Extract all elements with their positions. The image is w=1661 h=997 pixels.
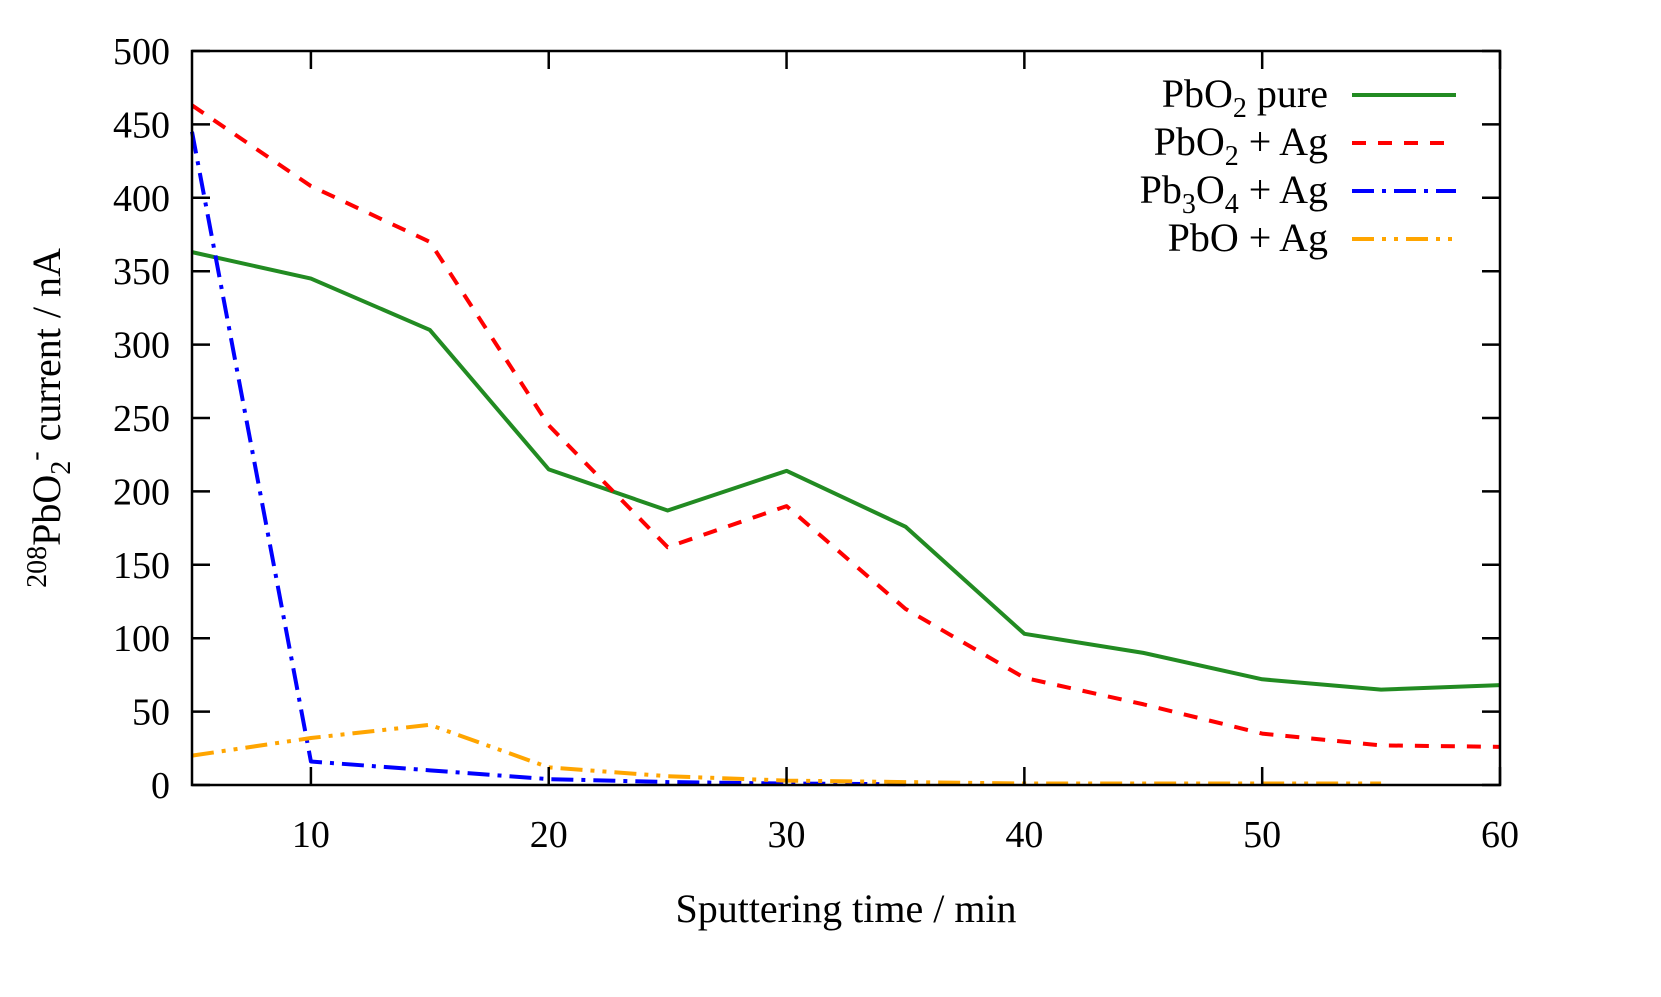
legend-label-pbo2-ag: PbO2 + Ag bbox=[1154, 119, 1328, 172]
legend-label-part: O bbox=[1196, 167, 1225, 212]
y-tick-label: 450 bbox=[113, 104, 170, 146]
legend-label-pbo2-pure: PbO2 pure bbox=[1162, 71, 1328, 124]
y-tick-label: 0 bbox=[151, 765, 170, 807]
y-tick-label: 250 bbox=[113, 398, 170, 440]
y-label-rest: current / nA bbox=[24, 248, 69, 451]
y-label-sub: 2 bbox=[46, 461, 77, 475]
y-tick-label: 500 bbox=[113, 31, 170, 73]
legend-label-part: pure bbox=[1247, 71, 1328, 116]
y-label-main: PbO bbox=[24, 475, 69, 546]
x-tick-label: 20 bbox=[530, 814, 568, 856]
legend-label-part: + Ag bbox=[1239, 167, 1328, 212]
y-axis-label: 208PbO2- current / nA bbox=[20, 248, 77, 588]
series-line-pbo2-ag bbox=[190, 103, 1501, 749]
x-tick-label: 60 bbox=[1481, 814, 1519, 856]
legend-label-pb3o4-ag: Pb3O4 + Ag bbox=[1140, 167, 1328, 220]
legend-label-pbo-ag: PbO + Ag bbox=[1168, 215, 1328, 260]
series-line-pbo2-pure bbox=[191, 250, 1501, 692]
legend-label-part: PbO bbox=[1154, 119, 1225, 164]
series-line-pb3o4-ag bbox=[190, 131, 906, 787]
legend-label-part: + Ag bbox=[1239, 119, 1328, 164]
legend-label-part: PbO bbox=[1162, 71, 1233, 116]
x-tick-label: 10 bbox=[292, 814, 330, 856]
x-tick-label: 50 bbox=[1243, 814, 1281, 856]
legend-label-part: 3 bbox=[1182, 189, 1196, 220]
y-tick-label: 300 bbox=[113, 325, 170, 367]
legend-label-part: 2 bbox=[1225, 141, 1239, 172]
y-tick-label: 50 bbox=[132, 692, 170, 734]
y-tick-label: 200 bbox=[113, 471, 170, 513]
x-tick-label: 40 bbox=[1005, 814, 1043, 856]
y-tick-label: 100 bbox=[113, 618, 170, 660]
legend-label-part: 2 bbox=[1233, 93, 1247, 124]
y-tick-label: 400 bbox=[113, 178, 170, 220]
y-tick-label: 350 bbox=[113, 251, 170, 293]
x-axis-label: Sputtering time / min bbox=[675, 886, 1016, 931]
legend-label-part: 4 bbox=[1225, 189, 1239, 220]
x-tick-label: 30 bbox=[768, 814, 806, 856]
y-tick-label: 150 bbox=[113, 545, 170, 587]
legend-label-part: PbO + Ag bbox=[1168, 215, 1328, 260]
axis-ticks: 10 20 30 40 50 60 0 50 100 150 200 250 300 350 400 450 5… bbox=[113, 31, 1519, 856]
legend-label-part: Pb bbox=[1140, 167, 1182, 212]
y-label-sup: 208 bbox=[22, 546, 53, 588]
y-label-sup2: - bbox=[20, 451, 51, 460]
